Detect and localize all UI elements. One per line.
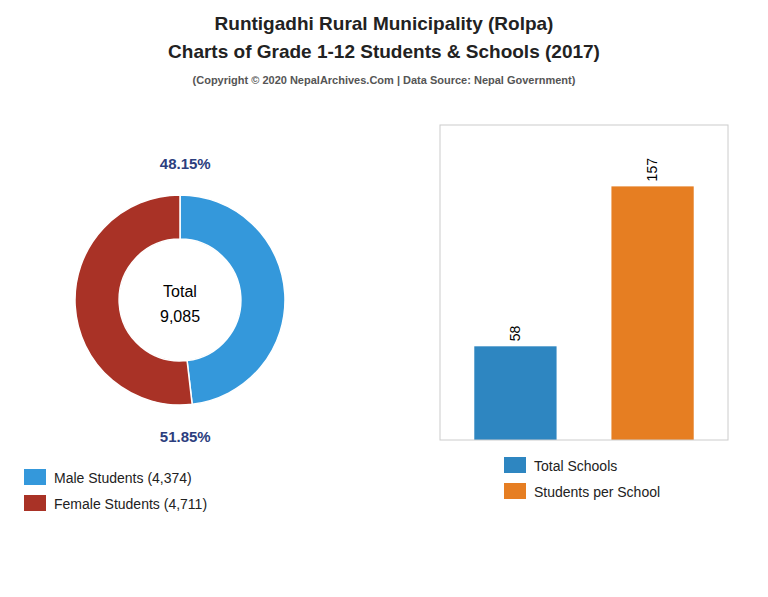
data-label: 48.15% xyxy=(160,155,211,172)
center-label: 9,085 xyxy=(160,308,200,325)
plot-frame xyxy=(440,125,728,440)
bars xyxy=(474,186,693,440)
legend: Male Students (4,374) Female Students (4,… xyxy=(24,469,207,512)
bar-chart: 58 157 xyxy=(440,125,728,440)
legend-swatch xyxy=(24,469,46,485)
bar xyxy=(611,186,693,440)
data-label: 58 xyxy=(507,326,523,342)
legend-swatch xyxy=(504,483,526,499)
data-label: 51.85% xyxy=(160,428,211,445)
legend-label: Male Students (4,374) xyxy=(54,470,192,486)
legend-label: Female Students (4,711) xyxy=(54,496,207,512)
legend-item: Students per School xyxy=(504,483,660,500)
bar xyxy=(474,346,556,440)
legend-swatch xyxy=(504,457,526,473)
title: Runtigadhi Rural Municipality (Rolpa) xyxy=(215,13,554,34)
slices xyxy=(75,195,285,405)
legend-item: Male Students (4,374) xyxy=(24,469,192,486)
legend-swatch xyxy=(24,495,46,511)
copyright-note: (Copyright © 2020 NepalArchives.Com | Da… xyxy=(193,74,576,86)
legend-item: Female Students (4,711) xyxy=(24,495,207,512)
chart-canvas: Runtigadhi Rural Municipality (Rolpa) Cha… xyxy=(0,0,768,597)
legend-label: Total Schools xyxy=(534,458,617,474)
data-label: 157 xyxy=(644,158,660,182)
subtitle: Charts of Grade 1-12 Students & Schools … xyxy=(168,41,600,62)
legend-label: Students per School xyxy=(534,484,660,500)
donut-chart: 48.15% 51.85% Total 9,085 xyxy=(75,155,285,445)
legend-item: Total Schools xyxy=(504,457,617,474)
center-label: Total xyxy=(163,283,197,300)
legend: Total Schools Students per School xyxy=(504,457,660,500)
